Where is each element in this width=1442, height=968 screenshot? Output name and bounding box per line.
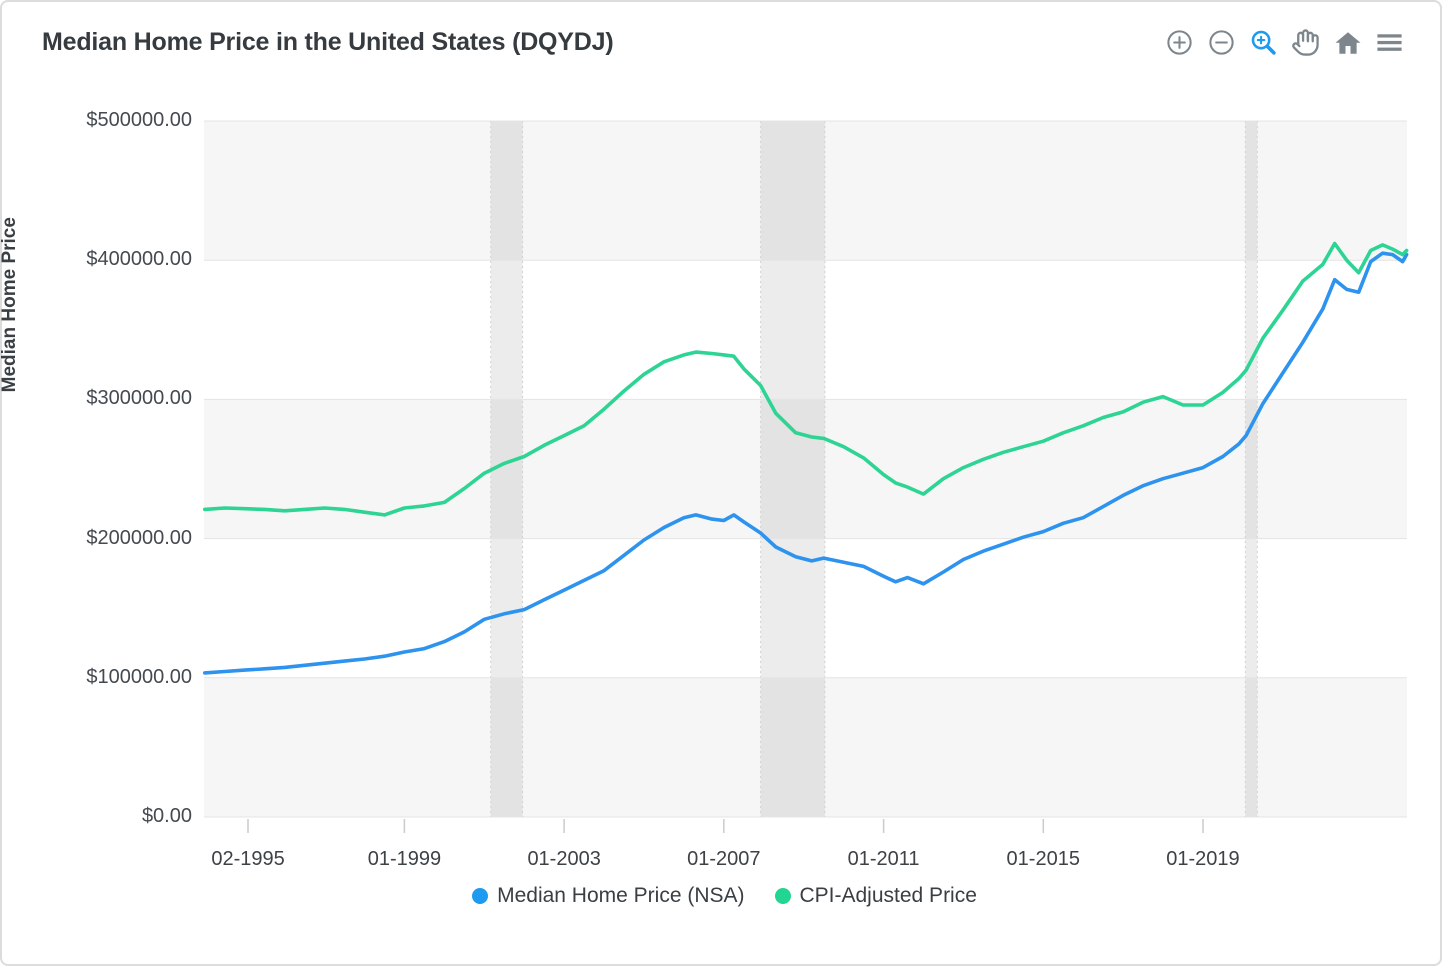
x-tick-label: 02-1995 (211, 848, 285, 870)
y-tick-label: $300000.00 (86, 387, 192, 410)
box-zoom-button[interactable] (1249, 28, 1278, 57)
modebar (1165, 28, 1404, 57)
y-tick-label: $0.00 (141, 805, 192, 827)
zoom-in-button[interactable] (1165, 28, 1194, 57)
series-line-nsa (203, 251, 1409, 675)
y-tick-label: $400000.00 (86, 248, 192, 271)
page-title: Median Home Price in the United States (… (42, 28, 614, 56)
plot-area[interactable] (204, 121, 1407, 817)
legend-item-nsa[interactable]: Median Home Price (NSA) (472, 884, 745, 908)
home-icon (1333, 28, 1363, 58)
x-tick-label: 01-2019 (1166, 848, 1240, 870)
legend-item-cpi[interactable]: CPI-Adjusted Price (774, 884, 977, 908)
x-tick-label: 01-2003 (527, 848, 601, 870)
cpi-series-swatch (774, 888, 791, 904)
recession-2020 (1245, 121, 1258, 817)
zoom-out-button[interactable] (1207, 28, 1236, 57)
x-tick-label: 01-2011 (847, 848, 920, 870)
legend-label: CPI-Adjusted Price (799, 884, 977, 907)
zoom-in-icon (1165, 28, 1194, 57)
menu-button[interactable] (1375, 28, 1404, 57)
zoom-out-icon (1207, 28, 1236, 57)
pan-button[interactable] (1291, 28, 1320, 57)
y-tick-label: $500000.00 (86, 109, 192, 131)
legend: Median Home Price (NSA) CPI-Adjusted Pri… (42, 884, 1407, 908)
y-tick-label: $100000.00 (86, 665, 192, 688)
y-tick-label: $200000.00 (86, 526, 192, 549)
nsa-series-swatch (472, 888, 489, 904)
recession-2008 (760, 121, 825, 817)
y-axis-title: Median Home Price (0, 217, 20, 393)
home-button[interactable] (1333, 28, 1362, 57)
box-zoom-icon (1249, 28, 1278, 57)
pan-hand-icon (1291, 28, 1320, 57)
series-line-cpi-adjusted (203, 241, 1409, 517)
hamburger-menu-icon (1375, 28, 1404, 57)
x-tick-label: 01-1999 (367, 848, 442, 870)
legend-label: Median Home Price (NSA) (497, 884, 745, 907)
x-tick-label: 01-2015 (1006, 848, 1080, 870)
x-tick-label: 01-2007 (687, 848, 761, 870)
